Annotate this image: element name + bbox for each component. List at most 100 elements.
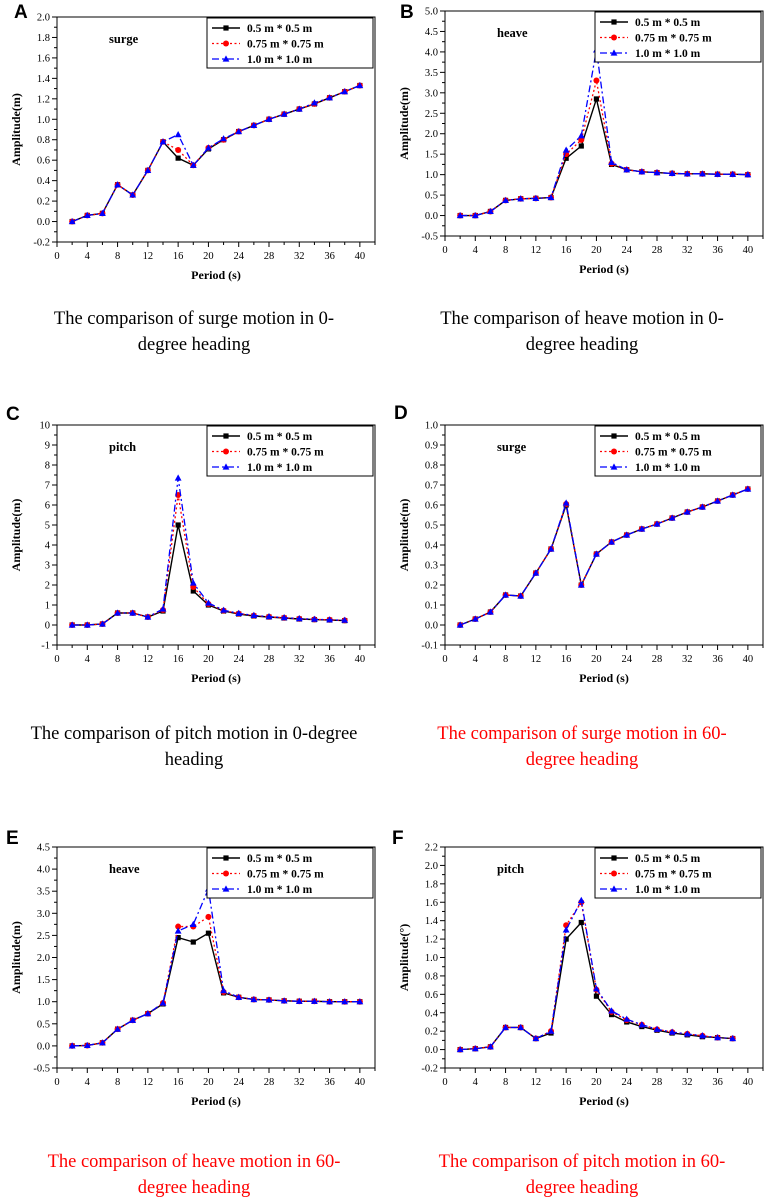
y-tick-label: 0.5 bbox=[37, 1019, 50, 1030]
series-line bbox=[72, 524, 345, 626]
y-tick-label: 4.5 bbox=[37, 843, 50, 854]
y-tick-label: 9 bbox=[45, 441, 50, 452]
legend-marker bbox=[611, 433, 617, 439]
y-tick-label: 1.2 bbox=[425, 935, 438, 946]
data-point bbox=[205, 913, 212, 920]
data-point bbox=[341, 616, 349, 623]
legend-marker bbox=[611, 870, 617, 877]
data-point bbox=[547, 1027, 555, 1034]
data-point bbox=[729, 491, 737, 498]
data-point bbox=[175, 522, 181, 528]
x-tick-label: 0 bbox=[54, 251, 59, 262]
series-1 bbox=[457, 96, 751, 219]
y-tick-label: 2.0 bbox=[425, 861, 438, 872]
chart-b: B 0 4 8 12 16 20 24 28 32 36 40 -0.5 0.0 0.5 1.0 1.5 2.0 2… bbox=[397, 2, 764, 276]
y-tick-label: 3 bbox=[45, 561, 50, 572]
data-point bbox=[547, 193, 555, 201]
data-point bbox=[517, 195, 525, 202]
data-point bbox=[129, 1016, 137, 1023]
data-point bbox=[159, 999, 167, 1006]
caption-line: The comparison of surge motion in 60- bbox=[437, 724, 727, 744]
legend-marker bbox=[223, 870, 229, 877]
data-point bbox=[265, 115, 273, 122]
x-tick-label: 20 bbox=[591, 1077, 602, 1088]
data-point bbox=[623, 166, 631, 173]
data-point bbox=[129, 191, 137, 198]
y-tick-label: 0.4 bbox=[425, 541, 439, 552]
y-axis-label: Amplitude(m) bbox=[9, 499, 23, 572]
data-point bbox=[517, 592, 525, 599]
x-tick-label: 8 bbox=[115, 251, 120, 262]
y-tick-label: 1.8 bbox=[425, 879, 438, 890]
x-tick-label: 32 bbox=[294, 654, 305, 665]
y-tick-label: -1 bbox=[41, 641, 50, 652]
panel-letter: B bbox=[400, 2, 414, 23]
y-tick-label: 0.3 bbox=[425, 561, 438, 572]
x-tick-label: 24 bbox=[233, 654, 244, 665]
data-point bbox=[326, 616, 333, 623]
x-tick-label: 4 bbox=[473, 654, 479, 665]
y-tick-label: 2.5 bbox=[37, 931, 50, 942]
series-2 bbox=[457, 486, 751, 628]
x-tick-label: 36 bbox=[324, 1077, 335, 1088]
legend-marker bbox=[223, 25, 229, 31]
x-tick-label: 28 bbox=[264, 251, 275, 262]
y-tick-label: 0.0 bbox=[425, 621, 438, 632]
y-axis-label: Amplitude(m) bbox=[397, 87, 411, 160]
y-tick-label: 1.0 bbox=[425, 421, 438, 432]
y-tick-label: 10 bbox=[40, 421, 51, 432]
data-point bbox=[205, 144, 212, 151]
y-tick-label: 0.8 bbox=[425, 461, 438, 472]
y-tick-label: -0.2 bbox=[421, 1064, 438, 1075]
chart-c: C0 4 8 12 16 20 24 28 32 36 40-1012345678910Period… bbox=[6, 404, 376, 685]
data-point bbox=[220, 135, 227, 142]
legend-label: 1.0 m * 1.0 m bbox=[247, 462, 313, 474]
legend: 0.5 m * 0.5 m 0.75 m * 0.75 m 1.0 m * 1.0 … bbox=[594, 847, 762, 899]
data-point bbox=[189, 920, 197, 927]
panel-e: E 0 4 8 12 16 20 24 28 32 36 40 -0.5 0.0 0.5 1.0 1.5 2.0 2… bbox=[0, 796, 388, 1198]
caption-line: The comparison of pitch motion in 0-degr… bbox=[30, 724, 358, 744]
data-point bbox=[311, 99, 318, 106]
x-tick-label: 40 bbox=[355, 251, 366, 262]
data-point bbox=[456, 1045, 464, 1053]
y-axis-label: Amplitude(°) bbox=[397, 924, 411, 991]
data-point bbox=[175, 146, 182, 153]
y-tick-label: -0.1 bbox=[421, 641, 438, 652]
data-point bbox=[562, 146, 570, 153]
y-tick-label: 0.8 bbox=[37, 135, 50, 146]
y-tick-label: 3.0 bbox=[37, 909, 50, 920]
data-point bbox=[68, 1042, 76, 1049]
data-point bbox=[174, 927, 182, 934]
data-point bbox=[295, 615, 303, 622]
panel-caption: The comparison of heave motion in 0- degr… bbox=[388, 306, 775, 358]
data-point bbox=[714, 1034, 721, 1041]
panel-caption: The comparison of pitch motion in 0-degr… bbox=[0, 721, 388, 773]
data-point bbox=[683, 1030, 691, 1037]
data-point bbox=[653, 168, 661, 176]
x-tick-label: 12 bbox=[143, 251, 154, 262]
x-tick-label: 32 bbox=[682, 1077, 693, 1088]
x-tick-label: 24 bbox=[233, 251, 244, 262]
x-tick-label: 40 bbox=[743, 245, 754, 256]
y-tick-label: 0.4 bbox=[37, 176, 51, 187]
series-3 bbox=[68, 885, 364, 1049]
legend-marker bbox=[223, 40, 229, 47]
x-tick-label: 4 bbox=[473, 1077, 479, 1088]
data-point bbox=[99, 620, 106, 627]
data-point bbox=[608, 158, 615, 165]
legend-marker bbox=[610, 885, 618, 892]
series-3 bbox=[456, 485, 752, 628]
data-point bbox=[295, 105, 303, 112]
x-tick-label: 40 bbox=[743, 1077, 754, 1088]
data-point bbox=[653, 520, 661, 527]
x-tick-label: 8 bbox=[115, 1077, 120, 1088]
data-point bbox=[280, 110, 288, 117]
data-point bbox=[175, 935, 181, 941]
data-point bbox=[341, 88, 349, 95]
y-tick-label: 0.5 bbox=[425, 191, 438, 202]
data-point bbox=[532, 569, 540, 576]
series-line bbox=[72, 886, 360, 1047]
x-tick-label: 0 bbox=[442, 654, 447, 665]
caption-line: heading bbox=[164, 750, 224, 770]
series-3 bbox=[456, 46, 752, 219]
